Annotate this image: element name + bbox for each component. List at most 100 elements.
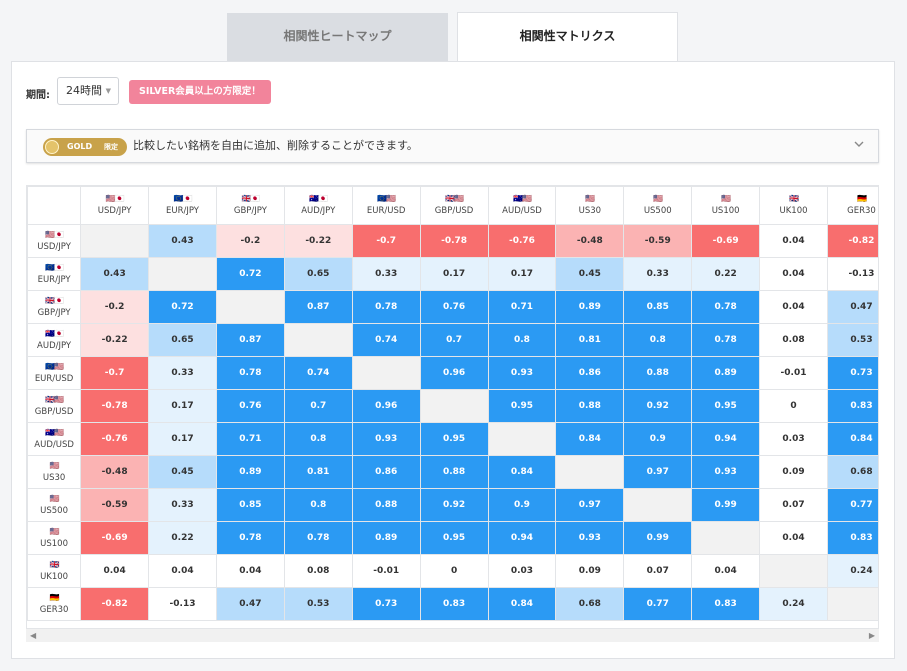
row-label: US500 [40, 505, 68, 516]
correlation-cell: 0.8 [623, 323, 693, 357]
correlation-cell: 0.74 [351, 323, 421, 357]
correlation-cell: 0.45 [555, 257, 625, 291]
column-label: US30 [578, 206, 602, 217]
correlation-cell: -0.76 [80, 422, 150, 456]
correlation-cell: 0.89 [691, 356, 761, 390]
correlation-cell: 0.33 [148, 488, 217, 522]
chevron-down-icon[interactable] [852, 137, 866, 151]
correlation-cell: 0.78 [215, 521, 285, 555]
correlation-cell: 0.97 [555, 488, 625, 522]
row-label: US30 [42, 472, 66, 483]
correlation-cell: 0.65 [148, 323, 217, 357]
correlation-cell: 0.86 [555, 356, 625, 390]
correlation-cell: 0.17 [419, 257, 489, 291]
correlation-cell: -0.69 [691, 224, 761, 258]
row-label: USD/JPY [37, 241, 71, 252]
row-header: 🇺🇸🇯🇵 USD/JPY [27, 224, 82, 258]
correlation-cell: 0.88 [419, 455, 489, 489]
correlation-cell: 0.93 [487, 356, 557, 390]
column-label: GER30 [847, 206, 876, 217]
table-row: 🇺🇸 US500 -0.59 0.33 0.85 0.8 0.88 0.92 0.9 0.97 0.… [27, 488, 878, 522]
correlation-cell: 0.33 [148, 356, 217, 390]
column-label: GBP/USD [434, 206, 474, 217]
flag-icon: 🇩🇪 [49, 592, 60, 602]
column-header: 🇩🇪 GER30 [826, 186, 878, 225]
correlation-cell: 0.83 [826, 521, 878, 555]
correlation-cell: 0.85 [623, 290, 693, 324]
correlation-cell: 0.78 [691, 290, 761, 324]
flag-icon: 🇺🇸🇯🇵 [45, 229, 64, 239]
column-label: US500 [643, 206, 672, 217]
correlation-cell: -0.2 [215, 224, 285, 258]
flag-icon: 🇬🇧🇺🇸 [45, 394, 64, 404]
correlation-cell [419, 389, 489, 423]
correlation-cell [623, 488, 693, 522]
column-header: 🇬🇧🇯🇵 GBP/JPY [215, 186, 285, 225]
correlation-cell: 0.24 [759, 587, 828, 621]
row-header: 🇺🇸 US30 [27, 455, 82, 489]
row-header: 🇦🇺🇯🇵 AUD/JPY [27, 323, 82, 357]
table-row: 🇦🇺🇯🇵 AUD/JPY -0.22 0.65 0.87 0.74 0.7 0.8 0.81 0.… [27, 323, 878, 357]
flag-icon: 🇦🇺🇯🇵 [45, 328, 64, 338]
correlation-cell: 0.96 [419, 356, 489, 390]
flag-icon: 🇺🇸 [585, 194, 595, 204]
flag-icon: 🇬🇧🇺🇸 [445, 194, 464, 204]
correlation-cell: 0.53 [283, 587, 353, 621]
scroll-left-icon[interactable]: ◀ [30, 631, 37, 640]
correlation-cell: 0.78 [283, 521, 353, 555]
gold-notice-bar[interactable]: GOLD 限定 比較したい銘柄を自由に追加、削除することができます。 [26, 129, 879, 163]
flag-icon: 🇪🇺🇯🇵 [173, 194, 193, 204]
scroll-right-icon[interactable]: ▶ [868, 631, 875, 640]
column-label: EUR/USD [366, 206, 406, 217]
correlation-cell: 0.43 [148, 224, 217, 258]
row-header: 🇺🇸 US100 [27, 521, 82, 555]
correlation-cell: 0.04 [215, 554, 285, 588]
correlation-cell: 0.04 [759, 224, 828, 258]
period-select[interactable]: 24時間 ▼ [57, 77, 119, 105]
table-row: 🇪🇺🇯🇵 EUR/JPY 0.43 0.72 0.65 0.33 0.17 0.17 0.45 0… [27, 257, 878, 291]
correlation-cell: 0 [759, 389, 828, 423]
flag-icon: 🇺🇸 [49, 526, 60, 536]
row-header: 🇬🇧 UK100 [27, 554, 82, 588]
row-label: GER30 [39, 604, 69, 615]
correlation-cell: 0.47 [215, 587, 285, 621]
correlation-cell: 0.95 [691, 389, 761, 423]
flag-icon: 🇬🇧🇯🇵 [45, 295, 64, 305]
table-row: 🇬🇧 UK100 0.04 0.04 0.04 0.08 -0.01 0 0.03 0.09 0.0… [27, 554, 878, 588]
flag-icon: 🇪🇺🇯🇵 [45, 262, 64, 272]
period-label: 期間: [26, 90, 50, 101]
column-header: 🇬🇧 UK100 [759, 186, 828, 225]
correlation-cell: 0.04 [80, 554, 150, 588]
column-label: AUD/JPY [301, 206, 336, 217]
row-header: 🇩🇪 GER30 [27, 587, 82, 621]
tab-matrix[interactable]: 相関性マトリクス [457, 12, 678, 62]
correlation-cell: 0.87 [283, 290, 353, 324]
correlation-cell: 0.77 [826, 488, 878, 522]
correlation-cell [351, 356, 421, 390]
correlation-cell: 0.93 [691, 455, 761, 489]
correlation-cell: 0.9 [487, 488, 557, 522]
correlation-cell: 0.92 [419, 488, 489, 522]
correlation-cell: 0.53 [826, 323, 878, 357]
gold-sub-label: 限定 [104, 143, 118, 151]
correlation-cell: 0.33 [623, 257, 693, 291]
correlation-cell: -0.69 [80, 521, 150, 555]
correlation-cell: 0.93 [555, 521, 625, 555]
row-header: 🇦🇺🇺🇸 AUD/USD [27, 422, 82, 456]
tab-heatmap[interactable]: 相関性ヒートマップ [227, 13, 448, 61]
correlation-cell: 0.87 [215, 323, 285, 357]
correlation-cell: 0.84 [826, 422, 878, 456]
correlation-cell: 0.45 [148, 455, 217, 489]
flag-icon: 🇺🇸🇯🇵 [105, 194, 125, 204]
gold-coin-icon [45, 140, 59, 154]
row-label: GBP/USD [34, 406, 74, 417]
correlation-cell: 0.93 [351, 422, 421, 456]
correlation-cell: 0.65 [283, 257, 353, 291]
column-label: UK100 [779, 206, 808, 217]
horizontal-scrollbar[interactable]: ◀ ▶ [26, 628, 879, 642]
correlation-cell: 0.09 [555, 554, 625, 588]
matrix-table: 🇺🇸🇯🇵 USD/JPY 🇪🇺🇯🇵 EUR/JPY 🇬🇧🇯🇵 GBP/JPY 🇦🇺🇯🇵 AUD… [27, 186, 878, 621]
row-header: 🇬🇧🇯🇵 GBP/JPY [27, 290, 82, 324]
correlation-cell: 0.04 [759, 257, 828, 291]
correlation-cell: 0.81 [283, 455, 353, 489]
